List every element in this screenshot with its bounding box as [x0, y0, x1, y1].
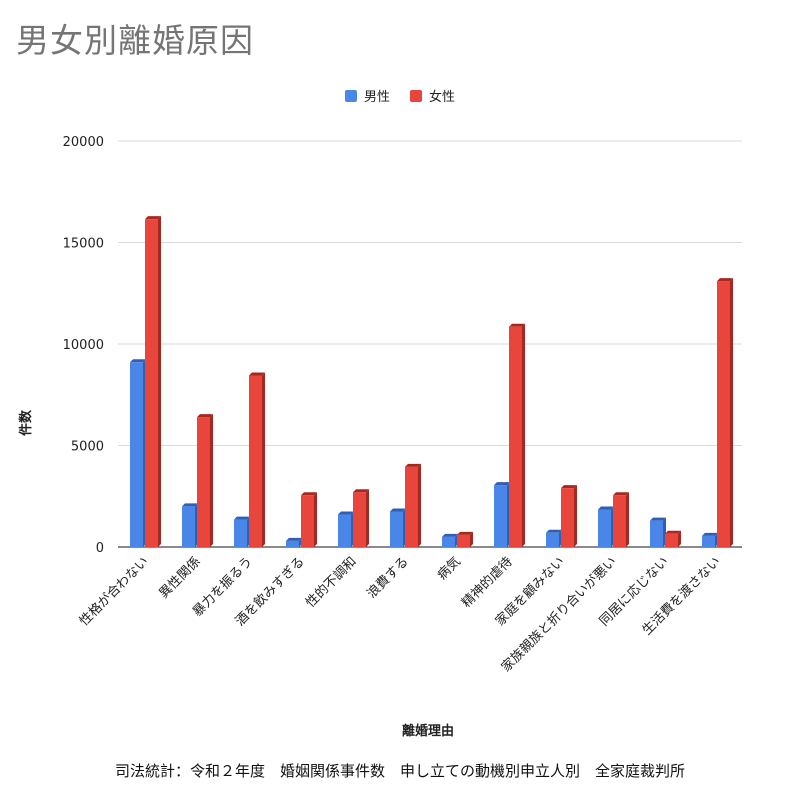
bar-1-7 — [509, 326, 522, 547]
bar-side-1-9 — [626, 492, 629, 547]
bar-top-1-1 — [197, 414, 213, 418]
bar-top-0-5 — [390, 508, 406, 512]
y-tick-label-20000: 20000 — [63, 135, 104, 150]
bar-top-0-0 — [130, 359, 146, 363]
bar-top-1-8 — [561, 485, 577, 489]
y-tick-label-10000: 10000 — [63, 338, 104, 353]
bar-0-0 — [130, 362, 143, 547]
x-tick-label-5: 浪費する — [364, 554, 411, 601]
x-tick-label-1: 異性関係 — [156, 554, 203, 601]
bar-0-4 — [338, 514, 351, 547]
bar-top-0-9 — [598, 506, 614, 510]
x-tick-label-4: 性的不調和 — [303, 554, 360, 611]
chart-title: 男女別離婚原因 — [16, 21, 254, 60]
bar-side-1-7 — [522, 323, 525, 547]
bar-1-6 — [457, 534, 470, 547]
bar-0-6 — [442, 536, 455, 547]
legend-swatch-male — [344, 89, 357, 102]
bar-top-1-10 — [665, 530, 681, 534]
bar-1-5 — [405, 466, 418, 547]
bar-side-1-10 — [678, 530, 681, 547]
bar-0-1 — [182, 506, 195, 547]
bar-1-3 — [301, 495, 314, 547]
bar-top-0-6 — [442, 533, 458, 537]
bar-top-1-3 — [301, 492, 317, 496]
bar-top-0-7 — [494, 482, 510, 486]
bar-top-0-4 — [338, 511, 354, 515]
bar-top-0-8 — [546, 529, 562, 533]
legend-item-female: 女性 — [410, 86, 455, 105]
y-tick-label-15000: 15000 — [63, 237, 104, 252]
bar-top-0-11 — [702, 532, 718, 536]
bar-top-0-2 — [234, 516, 250, 520]
bar-top-1-9 — [613, 492, 629, 496]
legend: 男性 女性 — [0, 86, 800, 105]
legend-swatch-female — [410, 89, 422, 102]
bar-side-1-0 — [158, 216, 161, 547]
bar-1-10 — [665, 533, 678, 547]
bar-top-1-4 — [353, 489, 369, 493]
x-tick-label-0: 性格が合わない — [76, 554, 152, 630]
bar-1-4 — [353, 492, 366, 547]
bar-top-1-2 — [249, 372, 265, 376]
bar-top-1-0 — [145, 216, 161, 220]
bar-top-0-10 — [650, 517, 666, 521]
y-tick-label-0: 0 — [96, 541, 104, 556]
legend-label-male: 男性 — [363, 90, 390, 105]
source-note: 司法統計：令和２年度 婚姻関係事件数 申し立ての動機別申立人別 全家庭裁判所 — [114, 762, 685, 780]
bar-top-1-5 — [405, 463, 421, 467]
bar-0-5 — [390, 511, 403, 547]
bar-1-9 — [613, 495, 626, 547]
bar-side-1-2 — [262, 372, 265, 547]
bar-1-11 — [717, 281, 730, 547]
x-axis-title: 離婚理由 — [402, 723, 454, 739]
bar-1-2 — [249, 375, 262, 547]
bar-1-8 — [561, 488, 574, 547]
bar-1-0 — [145, 219, 158, 547]
y-tick-label-5000: 5000 — [71, 440, 104, 455]
bar-side-1-4 — [366, 489, 369, 547]
bar-0-7 — [494, 485, 507, 547]
bar-top-1-11 — [717, 278, 733, 282]
bar-0-2 — [234, 519, 247, 547]
x-tick-label-7: 精神的虐待 — [459, 554, 516, 611]
bar-top-1-7 — [509, 323, 525, 327]
legend-item-male: 男性 — [344, 86, 390, 105]
bar-top-1-6 — [457, 531, 473, 535]
bar-top-0-3 — [286, 537, 302, 541]
legend-label-female: 女性 — [429, 90, 456, 105]
bar-side-1-11 — [730, 278, 733, 547]
bar-0-3 — [286, 540, 299, 547]
x-tick-label-6: 病気 — [434, 554, 464, 584]
bar-0-9 — [598, 509, 611, 547]
bar-0-11 — [702, 535, 715, 547]
bar-side-1-5 — [418, 463, 421, 547]
bar-side-1-6 — [470, 531, 473, 547]
bar-top-0-1 — [182, 503, 198, 507]
bar-0-8 — [546, 532, 559, 547]
bar-side-1-3 — [314, 492, 317, 547]
bar-side-1-8 — [574, 485, 577, 547]
bar-1-1 — [197, 417, 210, 547]
y-axis-title: 件数 — [18, 409, 34, 436]
bar-0-10 — [650, 520, 663, 547]
bar-side-1-1 — [210, 414, 213, 547]
